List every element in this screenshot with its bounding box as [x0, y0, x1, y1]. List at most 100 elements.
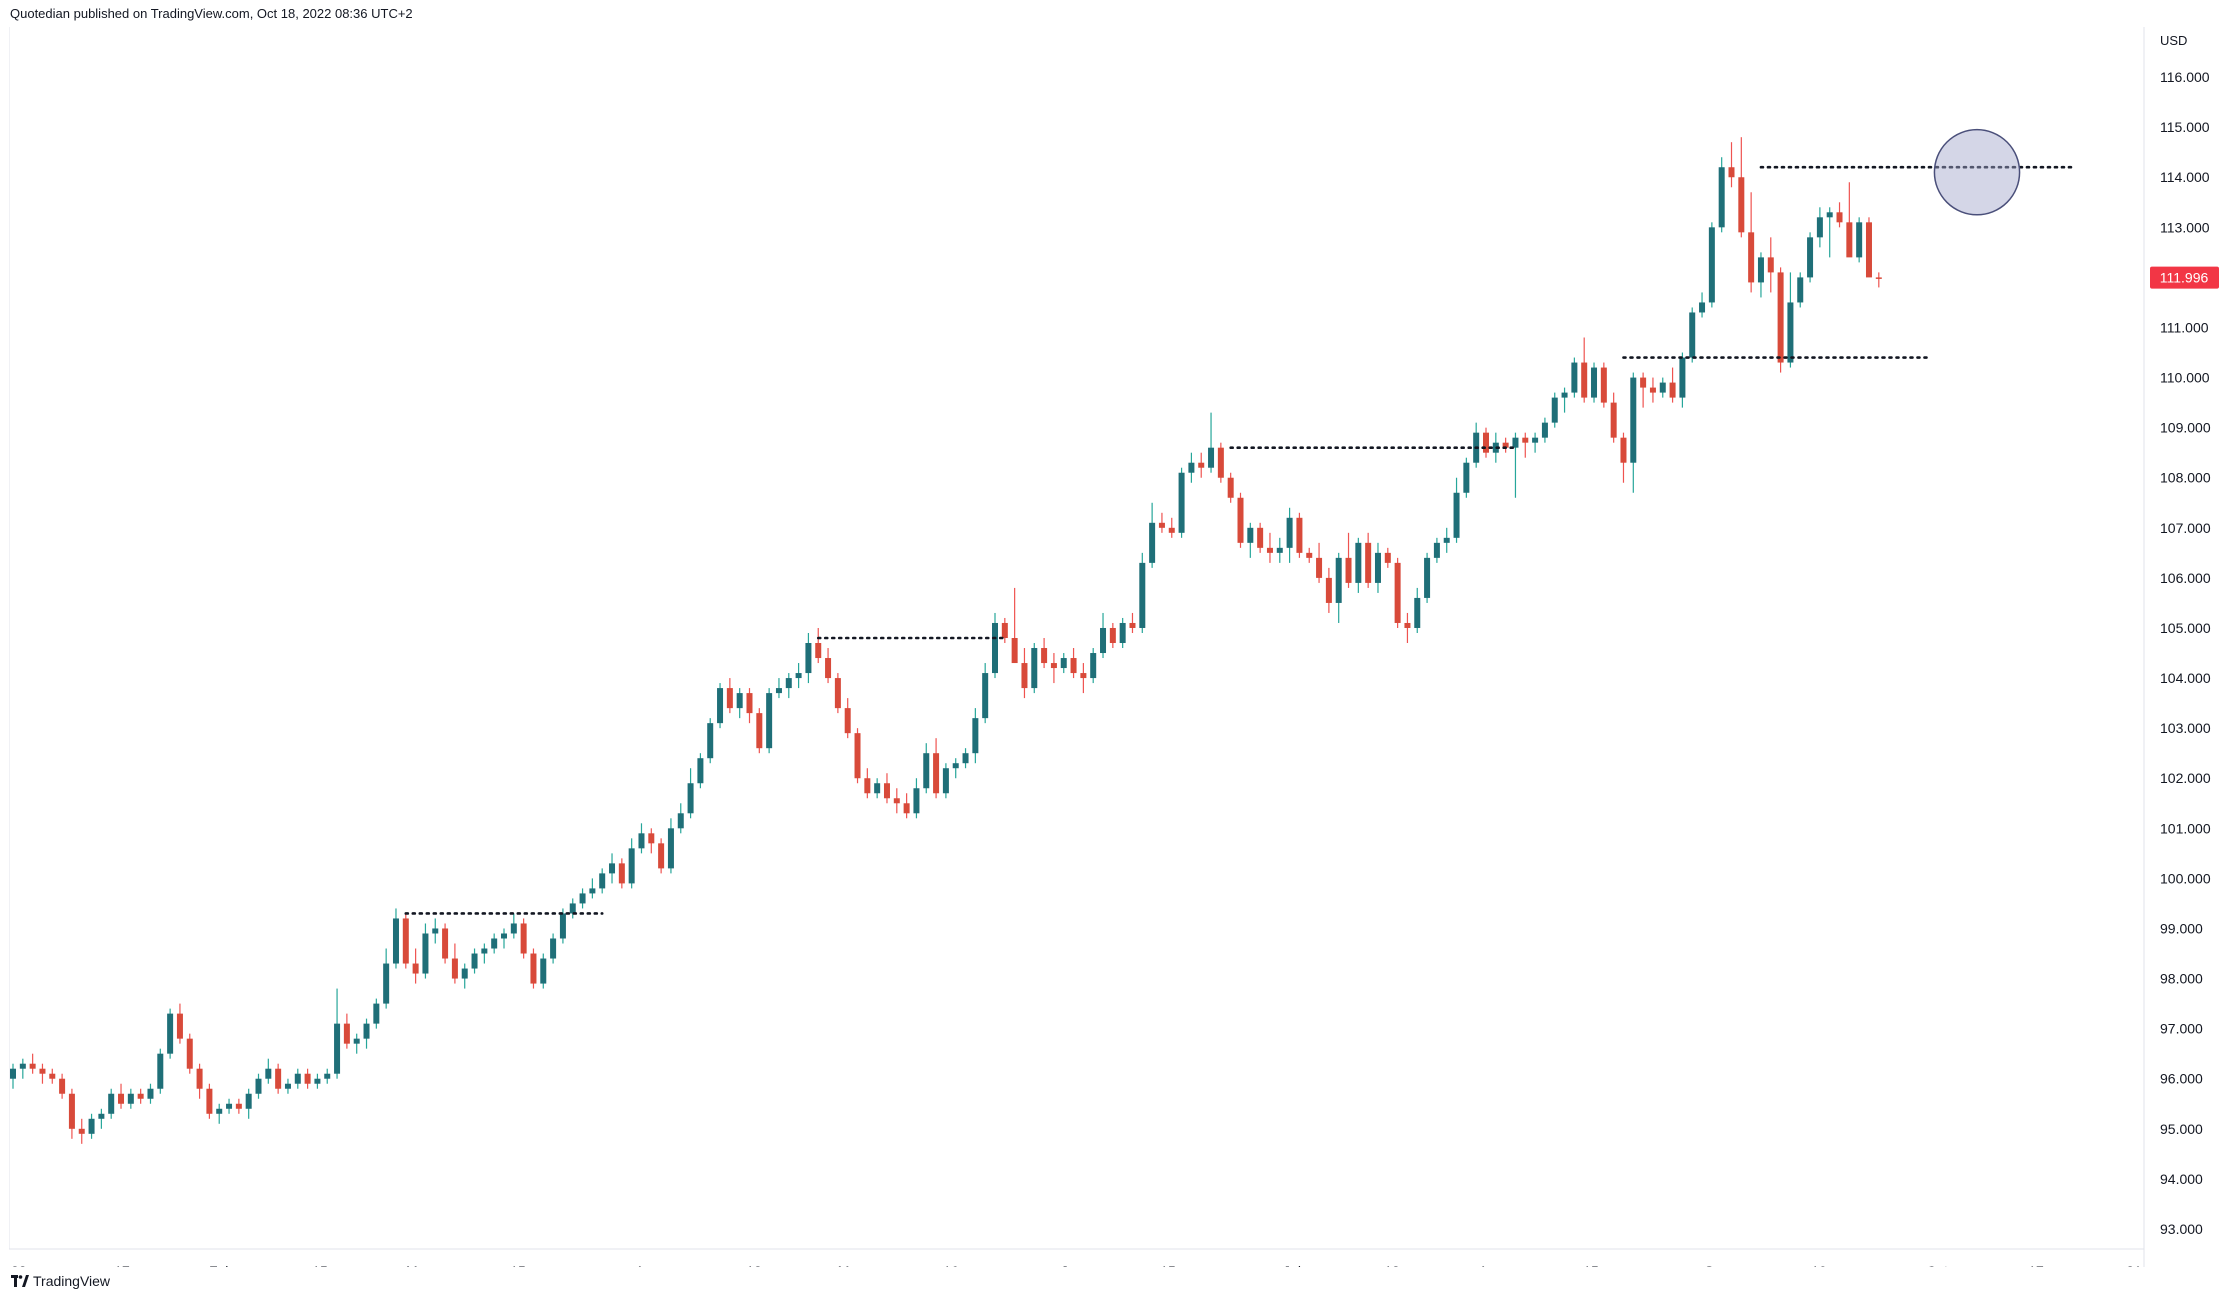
- up-candle: [550, 933, 557, 964]
- up-candle: [667, 818, 674, 874]
- candle-body: [1090, 653, 1097, 679]
- up-candle: [1139, 552, 1146, 633]
- candle-body: [402, 918, 409, 964]
- candle-body: [1384, 552, 1391, 563]
- up-candle: [1718, 157, 1725, 233]
- candle-body: [1620, 437, 1627, 463]
- candle-body: [167, 1013, 174, 1054]
- up-candle: [1826, 207, 1833, 258]
- candle-body: [952, 763, 959, 769]
- candle-body: [982, 673, 989, 719]
- candle-body: [1100, 627, 1107, 654]
- candle-body: [255, 1078, 262, 1094]
- down-candle: [186, 1033, 193, 1074]
- x-tick-label: 15: [1583, 1263, 1599, 1267]
- candle-body: [29, 1063, 36, 1069]
- candle-body: [854, 733, 861, 779]
- down-candle: [1050, 653, 1057, 684]
- down-candle: [1394, 557, 1401, 628]
- candle-body: [343, 1023, 350, 1044]
- y-tick-label: 110.000: [2160, 370, 2210, 386]
- up-candle: [1659, 377, 1666, 398]
- down-candle: [78, 1118, 85, 1144]
- up-candle: [216, 1103, 223, 1124]
- candle-body: [186, 1038, 193, 1069]
- candle-body: [118, 1093, 125, 1104]
- candle-body: [471, 953, 478, 969]
- up-candle: [1424, 552, 1431, 603]
- candle-body: [1708, 227, 1715, 303]
- chart-canvas[interactable]: USD 93.000 94.000 95.000 96.000 97.000 98.000 9…: [9, 27, 2219, 1267]
- up-candle: [1561, 387, 1568, 413]
- candle-body: [756, 713, 763, 749]
- down-candle: [49, 1068, 56, 1084]
- candle-body: [1679, 357, 1686, 398]
- down-candle: [726, 678, 733, 714]
- down-candle: [1316, 542, 1323, 583]
- up-candle: [1276, 537, 1283, 563]
- down-candle: [1502, 437, 1509, 453]
- down-candle: [1198, 452, 1205, 478]
- up-candle: [1031, 643, 1038, 694]
- candle-body: [736, 693, 743, 709]
- up-candle: [874, 778, 881, 799]
- up-candle: [88, 1113, 95, 1139]
- candle-body: [648, 833, 655, 844]
- candle-body: [1129, 622, 1136, 628]
- y-tick-label: 94.000: [2160, 1171, 2203, 1187]
- candle-body: [1502, 442, 1509, 448]
- up-candle: [1591, 362, 1598, 403]
- down-candle: [893, 788, 900, 814]
- up-candle: [687, 768, 694, 819]
- candle-body: [697, 758, 704, 784]
- candle-body: [913, 788, 920, 814]
- candle-body: [10, 1068, 16, 1079]
- candle-body: [825, 658, 832, 679]
- up-candle: [127, 1088, 134, 1109]
- candle-body: [216, 1108, 223, 1114]
- up-candle: [108, 1088, 115, 1119]
- candle-body: [1276, 547, 1283, 553]
- x-tick-label: 17: [114, 1263, 130, 1267]
- candle-body: [1306, 552, 1313, 558]
- candle-body: [226, 1103, 233, 1109]
- candle-body: [618, 863, 625, 884]
- up-candle: [491, 933, 498, 954]
- up-candle: [422, 923, 429, 979]
- up-candle: [589, 878, 596, 899]
- tradingview-logo[interactable]: TradingView: [11, 1273, 110, 1289]
- up-candle: [805, 632, 812, 684]
- y-tick-label: 111.000: [2160, 319, 2209, 335]
- candle-body: [687, 783, 694, 814]
- up-candle: [167, 1008, 174, 1059]
- down-candle: [1522, 432, 1529, 458]
- candle-body: [1217, 447, 1224, 478]
- candle-body: [815, 643, 822, 659]
- candle-body: [1512, 437, 1519, 448]
- x-tick-label: May: [838, 1263, 864, 1267]
- candle-body: [1001, 622, 1008, 638]
- up-candle: [972, 708, 979, 764]
- candle-body: [1767, 257, 1774, 273]
- candle-body: [1355, 542, 1362, 583]
- up-candle: [383, 948, 390, 1009]
- candle-body: [559, 913, 566, 939]
- down-candle: [1483, 427, 1489, 458]
- up-candle: [1679, 352, 1686, 408]
- up-candle: [245, 1088, 252, 1119]
- candle-body: [1610, 402, 1617, 438]
- last-price-label-bg: [2150, 266, 2219, 289]
- candle-body: [1561, 392, 1568, 398]
- candle-body: [599, 873, 606, 889]
- up-candle: [1286, 507, 1293, 563]
- down-candle: [1777, 267, 1784, 373]
- candle-body: [1689, 312, 1696, 358]
- down-candle: [1109, 622, 1116, 649]
- candle-body: [775, 688, 782, 694]
- down-candle: [118, 1083, 125, 1109]
- candle-body: [392, 918, 399, 964]
- y-tick-label: 100.000: [2160, 870, 2211, 886]
- candle-body: [98, 1113, 105, 1119]
- down-candle: [1080, 663, 1087, 694]
- price-chart[interactable]: USD 93.000 94.000 95.000 96.000 97.000 98.000 9…: [9, 27, 2219, 1267]
